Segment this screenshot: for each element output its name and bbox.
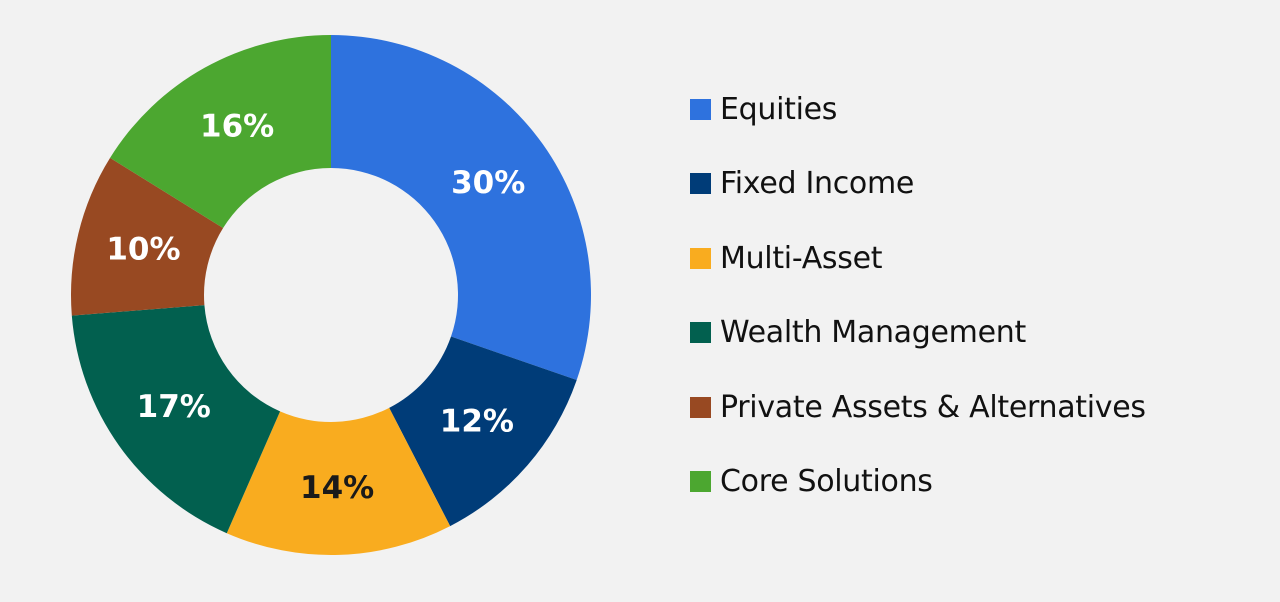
data-label-core-solutions: 16% xyxy=(200,108,274,144)
slice-wealth-management xyxy=(71,305,281,534)
legend-label-wealth-management: Wealth Management xyxy=(720,315,1026,351)
legend-swatch-fixed-income xyxy=(690,173,711,195)
legend-swatch-private-assets-and-alternatives xyxy=(690,396,711,418)
legend-item-multi-asset: Multi-Asset xyxy=(690,221,1146,296)
slice-fixed-income xyxy=(389,336,577,527)
legend-item-core-solutions: Core Solutions xyxy=(690,445,1146,520)
legend-swatch-equities xyxy=(690,98,711,120)
slice-private-assets-and-alternatives xyxy=(71,157,224,316)
data-label-private-assets-and-alternatives: 10% xyxy=(106,231,180,267)
data-label-fixed-income: 12% xyxy=(440,403,514,439)
slice-equities xyxy=(331,35,591,381)
legend-swatch-multi-asset xyxy=(690,247,711,269)
legend-label-core-solutions: Core Solutions xyxy=(720,464,933,500)
slices-group xyxy=(71,35,591,555)
legend-item-private-assets-and-alternatives: Private Assets & Alternatives xyxy=(690,370,1146,445)
data-label-equities: 30% xyxy=(451,165,525,201)
legend: Equities Fixed Income Multi-Asset Wealth Ma… xyxy=(690,72,1146,519)
legend-label-private-assets-and-alternatives: Private Assets & Alternatives xyxy=(720,389,1146,425)
legend-swatch-wealth-management xyxy=(690,322,711,344)
labels-group: 30% 12% 14% 17% 10% 16% xyxy=(106,108,525,506)
legend-label-multi-asset: Multi-Asset xyxy=(720,240,883,276)
legend-item-fixed-income: Fixed Income xyxy=(690,147,1146,222)
slice-multi-asset xyxy=(226,407,451,555)
legend-item-wealth-management: Wealth Management xyxy=(690,296,1146,371)
legend-label-fixed-income: Fixed Income xyxy=(720,166,915,202)
legend-item-equities: Equities xyxy=(690,72,1146,147)
legend-swatch-core-solutions xyxy=(690,471,711,493)
data-label-multi-asset: 14% xyxy=(300,470,374,506)
data-label-wealth-management: 17% xyxy=(137,389,211,425)
slice-core-solutions xyxy=(110,35,332,229)
legend-label-equities: Equities xyxy=(720,91,838,127)
